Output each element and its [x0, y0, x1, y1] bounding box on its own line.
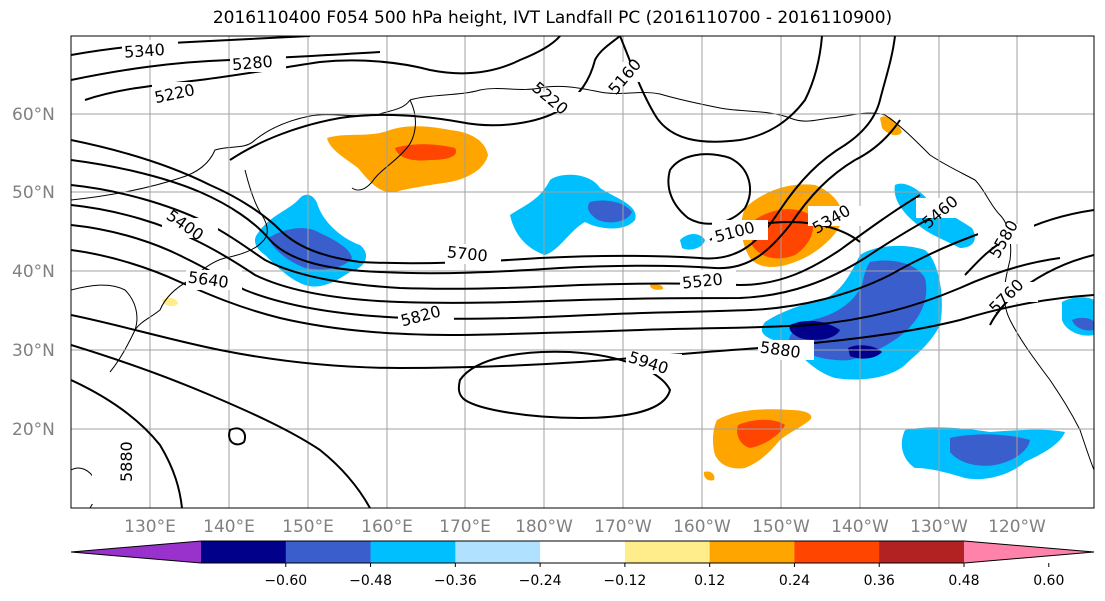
contour-labels: 5340 5280 5220 5160 5220 5400 5640 5700 …	[92, 40, 1038, 504]
colorbar-swatch	[794, 541, 880, 563]
lon-label: 160°W	[673, 517, 731, 537]
lon-label: 120°W	[988, 517, 1046, 537]
colorbar-extension-low	[71, 541, 201, 563]
colorbar-outline	[70, 540, 1095, 564]
contour-label: 5880	[117, 441, 136, 482]
colorbar-tick-label: −0.60	[264, 573, 307, 589]
lon-label: 170°W	[594, 517, 652, 537]
colorbar-tick-label: −0.24	[519, 573, 562, 589]
lat-label: 60°N	[12, 105, 55, 125]
lon-label: 140°W	[831, 517, 889, 537]
lon-label: 130°W	[910, 517, 968, 537]
latitude-labels: 60°N 50°N 40°N 30°N 20°N	[12, 105, 55, 440]
lon-label: 180°W	[515, 517, 573, 537]
colorbar-tick-label: 0.24	[779, 573, 810, 589]
lat-label: 30°N	[12, 341, 55, 361]
colorbar-swatch	[201, 541, 287, 563]
colorbar-swatch	[879, 541, 965, 563]
lat-label: 20°N	[12, 420, 55, 440]
colorbar-swatch	[709, 541, 795, 563]
colorbar-swatch	[540, 541, 626, 563]
lon-label: 170°E	[439, 517, 491, 537]
lat-label: 40°N	[12, 262, 55, 282]
colorbar-swatch	[624, 541, 711, 563]
lon-label: 130°E	[124, 517, 176, 537]
longitude-labels: 130°E 140°E 150°E 160°E 170°E 180°W 170°…	[124, 517, 1046, 537]
colorbar-tick-label: −0.48	[349, 573, 392, 589]
map-title: 2016110400 F054 500 hPa height, IVT Land…	[212, 8, 893, 28]
colorbar-extension-high	[964, 541, 1094, 563]
colorbar-tick-label: −0.36	[434, 573, 477, 589]
contour-label: 5280	[231, 52, 273, 74]
colorbar-tick-label: 0.36	[864, 573, 895, 589]
colorbar-swatch	[455, 541, 541, 563]
lat-label: 50°N	[12, 183, 55, 203]
lon-label: 140°E	[203, 517, 255, 537]
contour-label: 5700	[446, 242, 488, 265]
contour-label: 5520	[681, 270, 723, 293]
map-frame	[70, 35, 1095, 509]
lon-label: 160°E	[361, 517, 413, 537]
lon-label: 150°W	[752, 517, 810, 537]
colorbar-tick-label: 0.48	[948, 573, 979, 589]
colorbar-swatch	[285, 541, 372, 563]
lon-label: 150°E	[282, 517, 334, 537]
colorbar-tick-label: 0.60	[1033, 573, 1064, 589]
colorbar-tick-label: 0.12	[694, 573, 725, 589]
colorbar-swatch	[370, 541, 456, 563]
colorbar-tick-label: −0.12	[603, 573, 646, 589]
contour-label: 5340	[123, 40, 165, 62]
colorbar: −0.60 −0.48 −0.36 −0.24 −0.12 0.12 0.24 0.36 0.4…	[70, 540, 1095, 589]
